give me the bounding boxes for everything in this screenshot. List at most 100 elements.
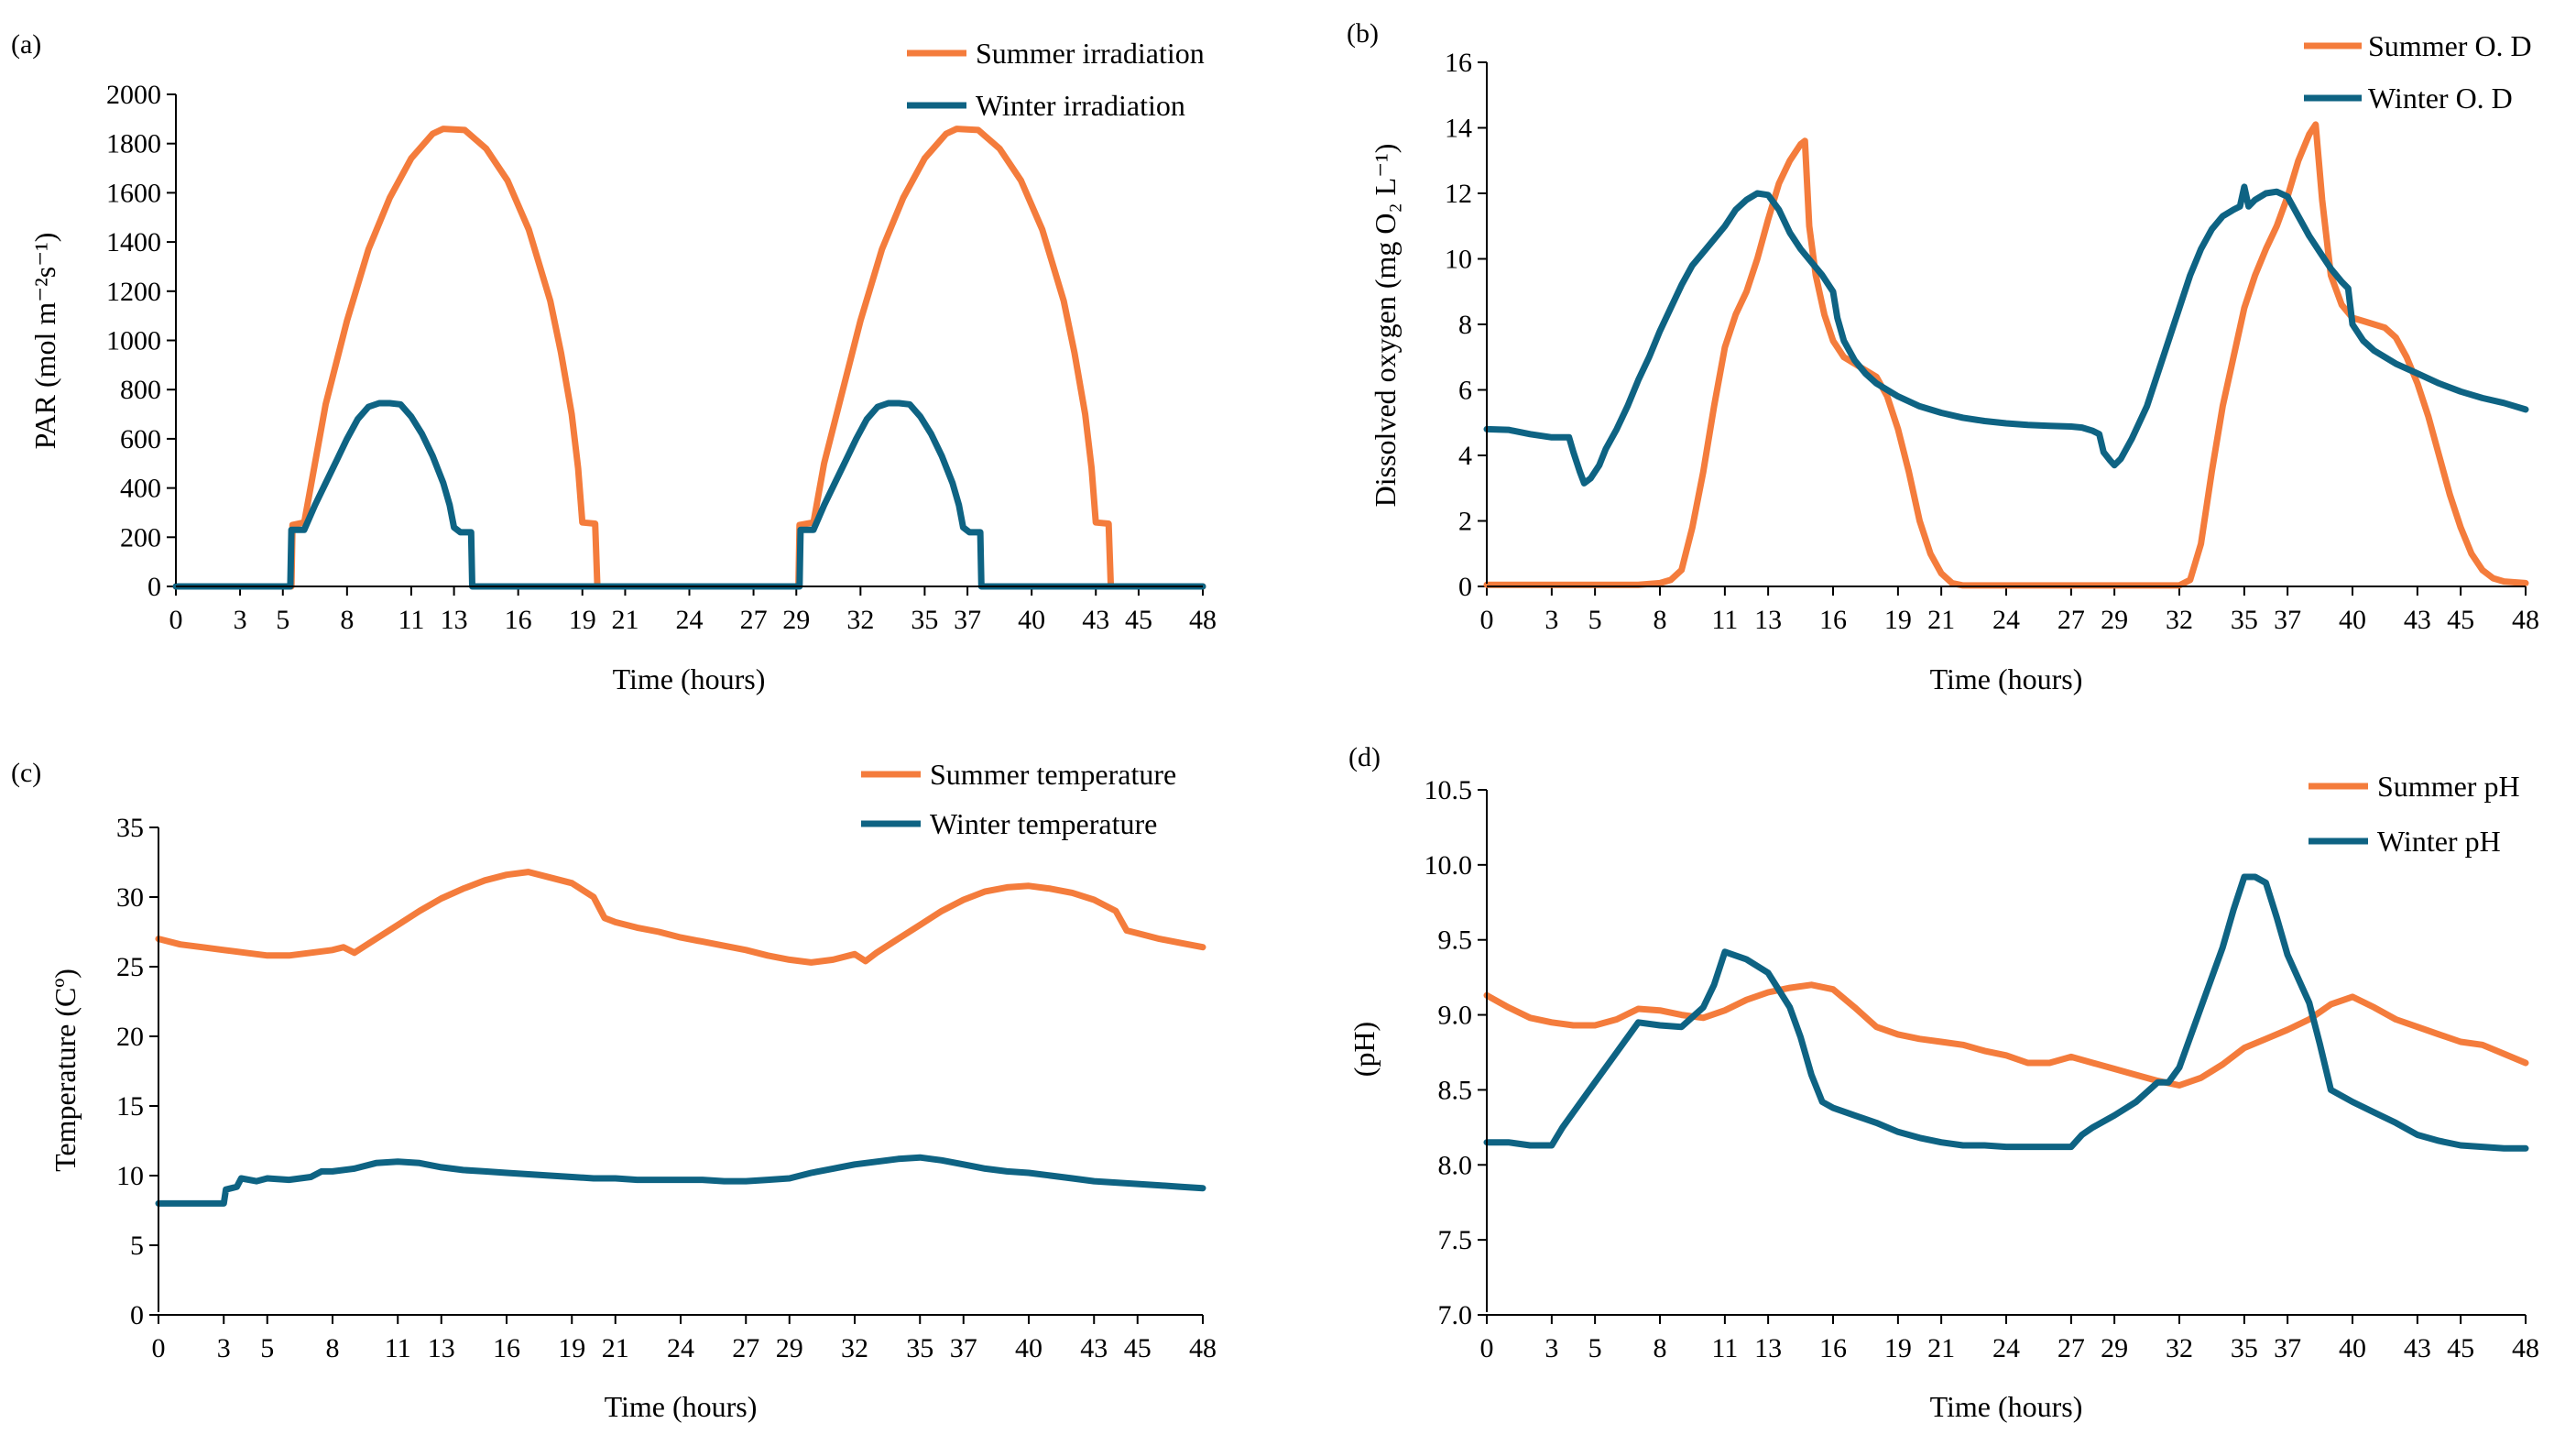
panel-b-y-tick-label: 8 <box>1458 310 1472 340</box>
panel-a-y-ticks: 0 200 400 600 800 1000 1200 1400 1600 1800 2000 <box>106 80 176 602</box>
panel-b-series-winter-o-d <box>1483 183 2529 487</box>
panel-b-x-tick-label: 19 <box>1884 605 1912 635</box>
panel-c-y-ticks: 0 5 10 15 20 25 30 35 <box>116 813 158 1330</box>
panel-d-x-tick-label: 5 <box>1588 1333 1602 1363</box>
panel-a-y-tick-label: 2000 <box>106 80 161 110</box>
panel-d-y-tick-label: 9.5 <box>1438 925 1473 956</box>
panel-d-y-tick-label: 9.0 <box>1438 1001 1473 1031</box>
panel-b-y-tick-label: 0 <box>1458 572 1472 602</box>
panel-c-x-tick-label: 0 <box>152 1333 166 1363</box>
panel-a: (a) 020040060080010001200140016001800200… <box>11 29 1217 695</box>
panel-c-x-tick-label: 19 <box>558 1333 585 1363</box>
panel-d-y-tick-label: 7.5 <box>1438 1225 1473 1255</box>
panel-a-x-tick-label: 21 <box>611 605 639 635</box>
panel-c-x-tick-label: 43 <box>1080 1333 1108 1363</box>
panel-c-x-tick-label: 24 <box>667 1333 694 1363</box>
panel-b-plot-lines <box>1483 121 2529 589</box>
panel-b-x-ticks: 0 3 5 8 11 13 16 19 21 24 27 29 32 35 37 40 43 45 48 <box>1480 586 2539 635</box>
panel-c-x-tick-label: 11 <box>385 1333 411 1363</box>
panel-d-x-tick-label: 0 <box>1480 1333 1494 1363</box>
panel-c-y-tick-label: 5 <box>130 1231 144 1261</box>
panel-c-x-tick-label: 3 <box>217 1333 231 1363</box>
panel-c-y-tick-label: 0 <box>130 1300 144 1330</box>
panel-a-x-tick-label: 40 <box>1018 605 1045 635</box>
panel-a-legend-summer: Summer irradiation <box>976 37 1205 70</box>
panel-a-x-tick-label: 32 <box>846 605 874 635</box>
panel-c-x-tick-label: 13 <box>428 1333 455 1363</box>
panel-d-x-tick-label: 32 <box>2166 1333 2193 1363</box>
panel-d-y-tick-label: 10.0 <box>1424 850 1473 881</box>
panel-c-y-tick-label: 30 <box>116 882 144 913</box>
panel-b-y-tick-label: 4 <box>1458 441 1472 471</box>
panel-c-x-tick-label: 32 <box>841 1333 868 1363</box>
panel-b-x-tick-label: 5 <box>1588 605 1602 635</box>
panel-d-x-tick-label: 35 <box>2231 1333 2258 1363</box>
panel-b-x-tick-label: 8 <box>1654 605 1667 635</box>
panel-b-y-tick-label: 12 <box>1445 179 1472 209</box>
panel-a-x-tick-label: 8 <box>340 605 354 635</box>
panel-a-x-tick-label: 16 <box>505 605 532 635</box>
panel-c-series-summer-temperature <box>155 869 1206 966</box>
panel-c-y-label: Temperature (Cº) <box>49 969 82 1172</box>
panel-d-series-summer-ph <box>1483 981 2529 1089</box>
panel-d-x-tick-label: 45 <box>2447 1333 2474 1363</box>
panel-a-y-tick-label: 1200 <box>106 277 161 307</box>
panel-a-x-tick-label: 27 <box>740 605 768 635</box>
panel-d-x-tick-label: 37 <box>2274 1333 2301 1363</box>
panel-a-x-ticks: 0 3 5 8 11 13 16 19 21 24 27 29 32 35 37 40 43 45 48 <box>169 586 1217 635</box>
panel-d-plot-lines <box>1483 873 2529 1152</box>
panel-c-x-tick-label: 16 <box>493 1333 520 1363</box>
panel-c-y-tick-label: 20 <box>116 1022 144 1052</box>
panel-b-x-tick-label: 24 <box>1992 605 2020 635</box>
panel-d-y-tick-label: 7.0 <box>1438 1300 1473 1330</box>
panel-d-x-tick-label: 29 <box>2101 1333 2128 1363</box>
panel-c-x-tick-label: 8 <box>326 1333 340 1363</box>
panel-c-x-tick-label: 45 <box>1124 1333 1152 1363</box>
panel-a-y-tick-label: 400 <box>120 474 161 504</box>
panel-c-x-tick-label: 48 <box>1189 1333 1217 1363</box>
panel-b-x-label: Time (hours) <box>1930 662 2083 695</box>
panel-a-x-tick-label: 13 <box>441 605 468 635</box>
panel-c-y-tick-label: 10 <box>116 1161 144 1191</box>
panel-b-label: (b) <box>1347 18 1379 49</box>
panel-a-y-label: PAR (mol m⁻²s⁻¹) <box>28 233 61 450</box>
panel-c-x-tick-label: 40 <box>1015 1333 1042 1363</box>
panel-a-y-tick-label: 0 <box>147 572 161 602</box>
panel-a-x-tick-label: 3 <box>234 605 247 635</box>
panel-d-y-ticks: 7.0 7.5 8.0 8.5 9.0 9.5 10.0 10.5 <box>1424 775 1487 1330</box>
panel-b-y-tick-label: 6 <box>1458 376 1472 406</box>
panel-c-legend-summer: Summer temperature <box>930 758 1176 791</box>
panel-c-y-tick-label: 25 <box>116 952 144 982</box>
panel-a-label: (a) <box>11 29 41 60</box>
panel-d-x-tick-label: 21 <box>1927 1333 1955 1363</box>
panel-b-legend-winter: Winter O. D <box>2368 82 2513 115</box>
panel-d-x-tick-label: 11 <box>1711 1333 1738 1363</box>
panel-a-y-tick-label: 800 <box>120 375 161 405</box>
panel-d-x-tick-label: 16 <box>1819 1333 1847 1363</box>
panel-c-x-tick-label: 35 <box>906 1333 933 1363</box>
panel-a-x-tick-label: 43 <box>1082 605 1109 635</box>
panel-d-y-tick-label: 10.5 <box>1424 775 1473 805</box>
panel-a-y-tick-label: 1000 <box>106 326 161 356</box>
panel-b-x-tick-label: 37 <box>2274 605 2301 635</box>
panel-c-x-tick-label: 29 <box>776 1333 803 1363</box>
panel-b-x-tick-label: 32 <box>2166 605 2193 635</box>
panel-a-y-tick-label: 1800 <box>106 129 161 159</box>
panel-c-legend: Summer temperature Winter temperature <box>861 758 1176 840</box>
panel-b-x-tick-label: 13 <box>1754 605 1782 635</box>
panel-a-legend: Summer irradiation Winter irradiation <box>907 37 1205 122</box>
panel-b-x-tick-label: 35 <box>2231 605 2258 635</box>
panel-b-x-tick-label: 3 <box>1545 605 1558 635</box>
panel-a-y-tick-label: 200 <box>120 522 161 553</box>
panel-c-x-tick-label: 37 <box>950 1333 977 1363</box>
panel-c-legend-winter: Winter temperature <box>930 807 1157 840</box>
panel-d-x-tick-label: 24 <box>1992 1333 2020 1363</box>
panel-d-x-tick-label: 48 <box>2512 1333 2539 1363</box>
panel-c-plot-lines <box>155 869 1206 1207</box>
panel-b-x-tick-label: 0 <box>1480 605 1494 635</box>
panel-d-legend: Summer pH Winter pH <box>2309 770 2520 858</box>
panel-b-y-label: Dissolved oxygen (mg O₂ L⁻¹) <box>1369 144 1402 508</box>
